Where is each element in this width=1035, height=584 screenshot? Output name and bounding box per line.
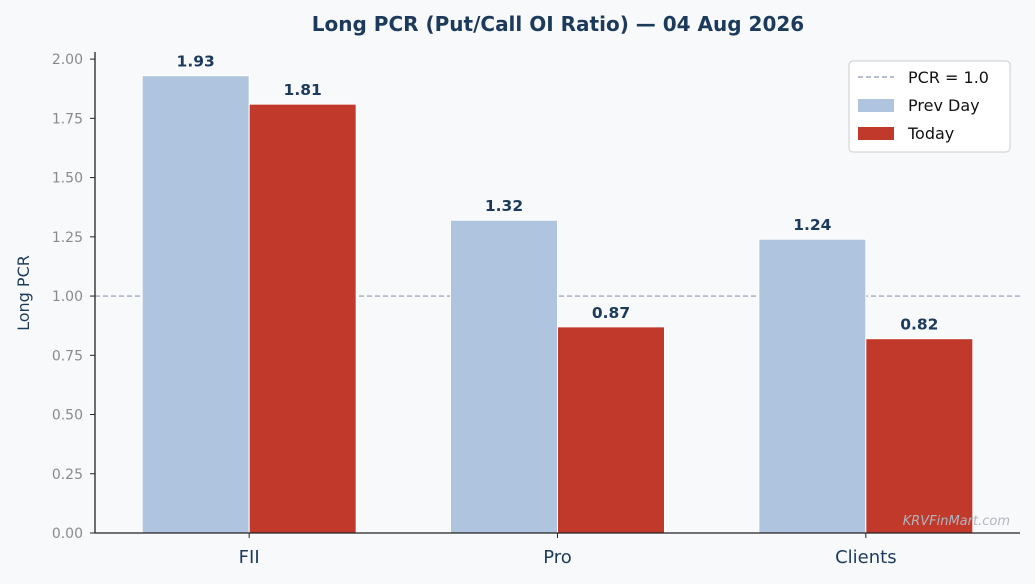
bar-fii-prev-day (141, 75, 250, 534)
x-tick-label: Pro (543, 547, 572, 568)
legend-label: PCR = 1.0 (908, 68, 989, 87)
bar-clients-today (865, 338, 974, 534)
legend-label: Prev Day (908, 96, 980, 115)
bar-fii-today (248, 103, 357, 534)
x-tick-label: Clients (835, 547, 897, 568)
data-label: 0.82 (900, 316, 938, 334)
legend-label: Today (907, 124, 954, 143)
y-tick-label: 2.00 (52, 52, 83, 68)
data-label: 1.81 (284, 81, 322, 99)
y-axis-label: Long PCR (14, 255, 33, 331)
data-label: 0.87 (592, 304, 630, 322)
y-tick-label: 1.75 (52, 111, 83, 127)
data-label: 1.32 (485, 197, 523, 215)
y-tick-label: 0.25 (52, 467, 83, 483)
y-tick-label: 0.50 (52, 408, 83, 424)
y-tick-label: 1.00 (52, 289, 83, 305)
data-label: 1.93 (177, 53, 215, 71)
legend-swatch-today (858, 127, 894, 140)
bar-pro-prev-day (450, 219, 558, 534)
x-tick-label: FII (239, 547, 260, 568)
y-tick-label: 0.00 (52, 526, 83, 542)
y-tick-label: 1.25 (52, 230, 83, 246)
y-tick-label: 0.75 (52, 348, 83, 364)
bar-clients-prev-day (758, 238, 867, 534)
legend: PCR = 1.0 Prev Day Today (848, 60, 1011, 153)
legend-swatch-prev-day (858, 99, 894, 112)
bar-pro-today (557, 326, 665, 534)
chart-title: Long PCR (Put/Call OI Ratio) — 04 Aug 20… (312, 12, 804, 36)
y-tick-label: 1.50 (52, 171, 83, 187)
data-label: 1.24 (793, 216, 831, 234)
watermark: KRVFinMart.com (903, 514, 1010, 529)
